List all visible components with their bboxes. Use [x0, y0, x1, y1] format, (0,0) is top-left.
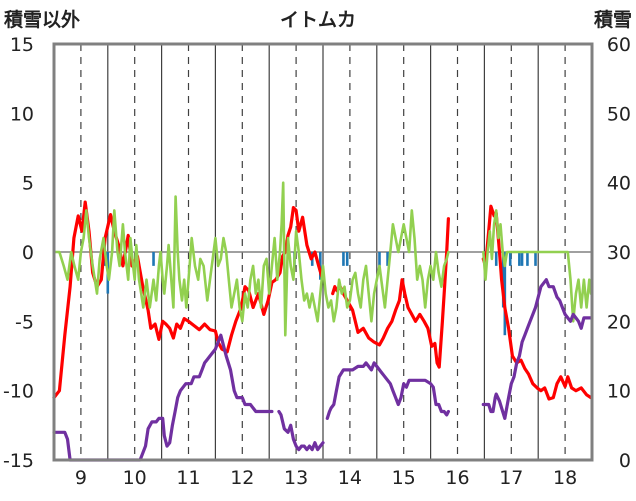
x-tick: 18: [553, 467, 577, 489]
y-tick-left: -10: [3, 381, 34, 403]
series-line-6: [52, 333, 274, 462]
x-tick: 9: [75, 467, 87, 489]
y-tick-right: 50: [607, 103, 631, 125]
series-line-8: [325, 361, 450, 420]
series-line-4: [52, 181, 450, 337]
y-tick-right: 0: [619, 450, 631, 472]
left-axis-label: 積雪以外: [4, 8, 80, 31]
series-line-5: [481, 209, 593, 323]
y-tick-left: 15: [10, 34, 34, 56]
x-tick: 10: [123, 467, 147, 489]
series-line-7: [277, 409, 325, 452]
precip-bar: [508, 252, 512, 266]
y-tick-left: 5: [22, 173, 34, 195]
y-tick-right: 60: [607, 34, 631, 56]
series-line-1: [52, 200, 324, 400]
right-axis-label: 積雪: [594, 8, 632, 31]
y-tick-left: -5: [15, 311, 34, 333]
precip-bar: [526, 252, 529, 266]
precip-bar: [501, 252, 505, 308]
chart-title: イトムカ: [280, 9, 356, 31]
precip-bar: [342, 252, 345, 266]
y-tick-right: 10: [607, 381, 631, 403]
x-tick: 16: [445, 467, 469, 489]
y-tick-right: 20: [607, 311, 631, 333]
x-tick: 14: [338, 467, 362, 489]
x-tick: 11: [176, 467, 200, 489]
y-tick-left: 0: [22, 242, 34, 264]
x-tick: 17: [499, 467, 523, 489]
x-tick: 13: [284, 467, 308, 489]
precip-bar: [520, 252, 524, 266]
precip-bar: [152, 252, 155, 266]
precip-bar: [378, 252, 381, 266]
y-tick-right: 30: [607, 242, 631, 264]
y-tick-left: -15: [3, 450, 34, 472]
x-tick: 12: [230, 467, 254, 489]
precip-bar: [386, 252, 389, 266]
precip-bar: [534, 252, 537, 266]
series-lines: [52, 181, 593, 462]
series-line-9: [481, 278, 593, 420]
y-tick-right: 40: [607, 173, 631, 195]
plot-frame: [52, 42, 594, 462]
y-tick-left: 10: [10, 103, 34, 125]
precip-bar: [503, 252, 507, 336]
precip-bar: [518, 252, 521, 266]
precip-bar: [494, 252, 498, 266]
precip-bar: [345, 252, 349, 266]
x-tick: 15: [392, 467, 416, 489]
